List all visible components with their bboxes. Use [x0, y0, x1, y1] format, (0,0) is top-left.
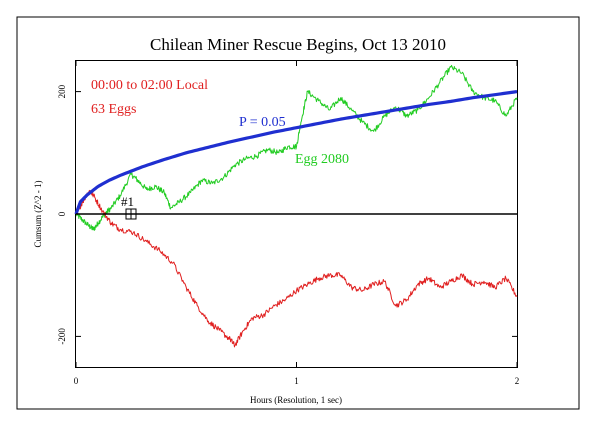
- plot-area-frame: [75, 60, 518, 368]
- chart-title: Chilean Miner Rescue Begins, Oct 13 2010: [150, 35, 446, 54]
- annotation-egg-id: Egg 2080: [295, 152, 349, 167]
- annotation-p-value: P = 0.05: [239, 115, 286, 130]
- event-marker: [125, 208, 137, 220]
- series-line-significance-envelope: [74, 90, 518, 215]
- series-layer: [74, 64, 518, 348]
- series-line-cumulative-deviation: [75, 189, 518, 348]
- x-axis-label: Hours (Resolution, 1 sec): [250, 395, 342, 405]
- x-tick-label: 0: [74, 376, 79, 386]
- annotation-egg-count: 63 Eggs: [91, 102, 137, 117]
- x-tick-label: 1: [294, 376, 299, 386]
- y-tick-label: 0: [57, 211, 67, 216]
- annotation-marker-label: #1: [121, 194, 134, 209]
- chart-outer-border: [16, 16, 580, 410]
- y-tick-label: 200: [57, 84, 67, 98]
- y-axis-label: Cumsum (Z^2 - 1): [33, 181, 43, 248]
- x-tick-label: 2: [515, 376, 520, 386]
- series-line-single-egg: [75, 64, 518, 231]
- annotation-time-range: 00:00 to 02:00 Local: [91, 78, 208, 93]
- y-tick-label: -200: [57, 328, 67, 345]
